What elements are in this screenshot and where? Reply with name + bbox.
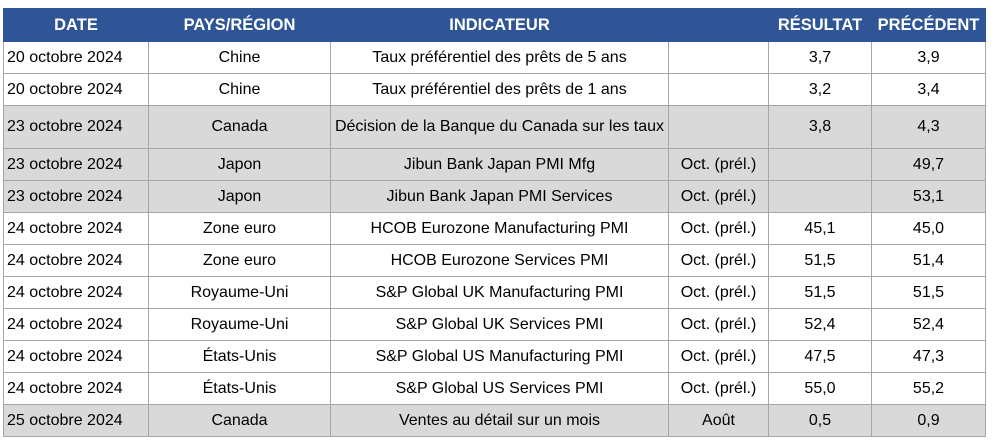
period-cell — [668, 41, 769, 74]
table-row: 23 octobre 2024 Canada Décision de la Banq… — [3, 105, 986, 149]
period-cell: Oct. (prél.) — [668, 244, 769, 277]
result-cell: 52,4 — [768, 308, 872, 341]
indicator-cell: S&P Global UK Manufacturing PMI — [330, 276, 669, 309]
table-body: 20 octobre 2024 Chine Taux préférentiel de… — [3, 41, 986, 437]
table-row: 23 octobre 2024 Japon Jibun Bank Japan PMI… — [3, 148, 986, 181]
result-cell: 3,8 — [768, 105, 872, 149]
date-cell: 24 octobre 2024 — [3, 276, 149, 309]
table-row: 24 octobre 2024 États-Unis S&P Global US M… — [3, 340, 986, 373]
indicator-cell: HCOB Eurozone Manufacturing PMI — [330, 212, 669, 245]
header-cell: PAYS/RÉGION — [148, 8, 331, 42]
country-cell: Zone euro — [148, 212, 331, 245]
indicator-cell: S&P Global US Manufacturing PMI — [330, 340, 669, 373]
indicator-cell: S&P Global UK Services PMI — [330, 308, 669, 341]
result-cell: 47,5 — [768, 340, 872, 373]
previous-cell: 47,3 — [871, 340, 986, 373]
country-cell: Royaume-Uni — [148, 276, 331, 309]
table-row: 23 octobre 2024 Japon Jibun Bank Japan PMI… — [3, 180, 986, 213]
country-cell: Japon — [148, 148, 331, 181]
date-cell: 23 octobre 2024 — [3, 148, 149, 181]
country-cell: États-Unis — [148, 372, 331, 405]
result-cell — [768, 148, 872, 181]
indicator-cell: Décision de la Banque du Canada sur les … — [330, 105, 669, 149]
period-cell — [668, 105, 769, 149]
country-cell: Royaume-Uni — [148, 308, 331, 341]
date-cell: 23 octobre 2024 — [3, 105, 149, 149]
period-cell — [668, 73, 769, 106]
period-cell: Oct. (prél.) — [668, 180, 769, 213]
country-cell: Canada — [148, 105, 331, 149]
table-row: 24 octobre 2024 Royaume-Uni S&P Global UK … — [3, 308, 986, 341]
country-cell: Chine — [148, 73, 331, 106]
header-row: DATE PAYS/RÉGION INDICATEUR RÉSULTAT PRÉ… — [3, 8, 986, 42]
country-cell: Chine — [148, 41, 331, 74]
country-cell: Canada — [148, 404, 331, 437]
date-cell: 24 octobre 2024 — [3, 244, 149, 277]
table-row: 24 octobre 2024 Zone euro HCOB Eurozone Se… — [3, 244, 986, 277]
date-cell: 20 octobre 2024 — [3, 73, 149, 106]
table-row: 24 octobre 2024 Royaume-Uni S&P Global UK … — [3, 276, 986, 309]
date-cell: 20 octobre 2024 — [3, 41, 149, 74]
result-cell: 45,1 — [768, 212, 872, 245]
table-row: 25 octobre 2024 Canada Ventes au détail su… — [3, 404, 986, 437]
header-cell: INDICATEUR — [330, 8, 669, 42]
period-cell: Oct. (prél.) — [668, 148, 769, 181]
previous-cell: 4,3 — [871, 105, 986, 149]
date-cell: 24 octobre 2024 — [3, 372, 149, 405]
previous-cell: 45,0 — [871, 212, 986, 245]
previous-cell: 3,9 — [871, 41, 986, 74]
table-row: 24 octobre 2024 États-Unis S&P Global US S… — [3, 372, 986, 405]
result-cell: 0,5 — [768, 404, 872, 437]
result-cell — [768, 180, 872, 213]
indicator-cell: Taux préférentiel des prêts de 1 ans — [330, 73, 669, 106]
table-row: 20 octobre 2024 Chine Taux préférentiel de… — [3, 41, 986, 74]
table-row: 20 octobre 2024 Chine Taux préférentiel de… — [3, 73, 986, 106]
date-cell: 24 octobre 2024 — [3, 212, 149, 245]
period-cell: Oct. (prél.) — [668, 372, 769, 405]
result-cell: 3,7 — [768, 41, 872, 74]
country-cell: Zone euro — [148, 244, 331, 277]
result-cell: 51,5 — [768, 244, 872, 277]
country-cell: États-Unis — [148, 340, 331, 373]
header-cell — [668, 8, 769, 42]
date-cell: 25 octobre 2024 — [3, 404, 149, 437]
previous-cell: 53,1 — [871, 180, 986, 213]
period-cell: Oct. (prél.) — [668, 308, 769, 341]
header-cell: PRÉCÉDENT — [871, 8, 986, 42]
date-cell: 23 octobre 2024 — [3, 180, 149, 213]
period-cell: Oct. (prél.) — [668, 212, 769, 245]
previous-cell: 51,5 — [871, 276, 986, 309]
indicator-cell: S&P Global US Services PMI — [330, 372, 669, 405]
country-cell: Japon — [148, 180, 331, 213]
indicator-cell: Jibun Bank Japan PMI Services — [330, 180, 669, 213]
header-cell: DATE — [3, 8, 149, 42]
result-cell: 51,5 — [768, 276, 872, 309]
previous-cell: 52,4 — [871, 308, 986, 341]
period-cell: Oct. (prél.) — [668, 276, 769, 309]
previous-cell: 0,9 — [871, 404, 986, 437]
date-cell: 24 octobre 2024 — [3, 340, 149, 373]
previous-cell: 49,7 — [871, 148, 986, 181]
period-cell: Oct. (prél.) — [668, 340, 769, 373]
indicator-cell: Ventes au détail sur un mois — [330, 404, 669, 437]
indicator-cell: Jibun Bank Japan PMI Mfg — [330, 148, 669, 181]
previous-cell: 3,4 — [871, 73, 986, 106]
result-cell: 55,0 — [768, 372, 872, 405]
previous-cell: 51,4 — [871, 244, 986, 277]
indicator-cell: HCOB Eurozone Services PMI — [330, 244, 669, 277]
previous-cell: 55,2 — [871, 372, 986, 405]
indicator-cell: Taux préférentiel des prêts de 5 ans — [330, 41, 669, 74]
table-row: 24 octobre 2024 Zone euro HCOB Eurozone Ma… — [3, 212, 986, 245]
period-cell: Août — [668, 404, 769, 437]
calendar-table: DATE PAYS/RÉGION INDICATEUR RÉSULTAT PRÉ… — [3, 8, 986, 437]
header-cell: RÉSULTAT — [768, 8, 872, 42]
date-cell: 24 octobre 2024 — [3, 308, 149, 341]
result-cell: 3,2 — [768, 73, 872, 106]
